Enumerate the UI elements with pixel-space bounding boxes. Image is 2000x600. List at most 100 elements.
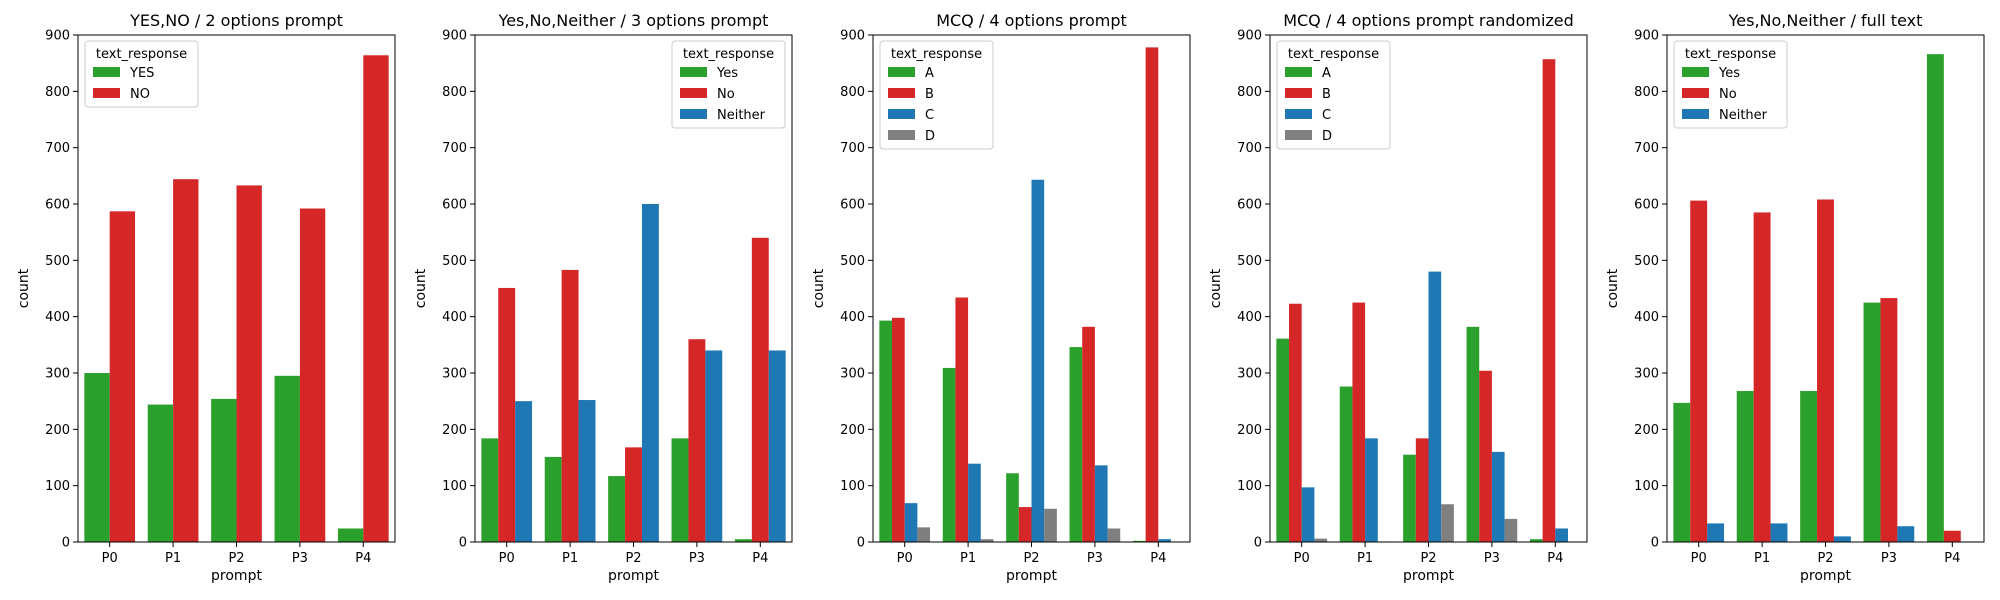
x-tick-label: P2 — [1420, 551, 1436, 566]
bar-C-P4 — [1158, 539, 1171, 542]
y-tick-label: 100 — [840, 479, 865, 494]
y-tick-label: 300 — [442, 367, 467, 382]
y-tick-label: 100 — [1237, 479, 1262, 494]
y-tick-label: 600 — [840, 198, 865, 213]
y-tick-label: 300 — [45, 367, 70, 382]
x-axis-label: prompt — [211, 568, 262, 584]
bar-B-P1 — [1352, 302, 1366, 542]
bar-C-P2 — [1428, 271, 1442, 542]
y-tick-label: 200 — [45, 423, 70, 438]
x-tick-label: P4 — [1150, 551, 1166, 566]
bar-B-P4 — [1145, 47, 1159, 542]
bar-YES-P3 — [274, 375, 300, 542]
y-tick-label: 300 — [1237, 367, 1262, 382]
legend-swatch-Neither — [1682, 109, 1709, 119]
bar-NO-P0 — [109, 211, 136, 542]
x-tick-label: P1 — [1357, 551, 1373, 566]
legend-swatch-Yes — [680, 67, 707, 77]
legend-title: text_response — [1288, 47, 1379, 62]
y-axis-label: count — [1208, 268, 1224, 308]
bar-D-P3 — [1107, 528, 1121, 542]
legend-title: text_response — [683, 47, 774, 62]
legend-title: text_response — [891, 47, 982, 62]
y-tick-label: 600 — [442, 198, 467, 213]
bar-D-P2 — [1441, 504, 1454, 542]
y-tick-label: 200 — [840, 423, 865, 438]
plot-frame — [1666, 34, 1985, 543]
bar-D-P2 — [1044, 508, 1057, 542]
chart-panel-5: Yes,No,Neither / full text 0 100 200 300 400 5… — [1605, 11, 1985, 584]
bar-A-P2 — [1006, 473, 1019, 542]
bar-NO-P4 — [363, 55, 389, 542]
y-axis-label: count — [811, 268, 827, 308]
legend-label-C: C — [1322, 108, 1331, 123]
bar-No-P2 — [1817, 199, 1834, 542]
x-tick-label: P0 — [897, 551, 913, 566]
bar-YES-P4 — [337, 528, 364, 542]
legend: text_response Yes No Neither — [1673, 40, 1788, 129]
bar-Neither-P1 — [1770, 523, 1788, 542]
y-tick-label: 200 — [1634, 423, 1659, 438]
legend-swatch-A — [1285, 67, 1312, 77]
x-tick-label: P3 — [1881, 551, 1897, 566]
y-tick-label: 400 — [45, 310, 70, 325]
x-tick-label: P4 — [355, 551, 371, 566]
bar-YES-P0 — [84, 373, 110, 542]
chart-panel-1: YES,NO / 2 options prompt 0 100 200 300 400 50… — [16, 11, 396, 584]
bar-Neither-P0 — [515, 401, 533, 542]
y-tick-label: 700 — [840, 141, 865, 156]
bar-No-P3 — [688, 339, 706, 542]
bar-Yes-P1 — [1736, 391, 1754, 542]
bar-C-P3 — [1094, 465, 1108, 542]
legend-swatch-D — [1285, 130, 1312, 140]
bar-C-P3 — [1491, 451, 1505, 542]
x-tick-label: P2 — [1817, 551, 1833, 566]
legend-swatch-A — [888, 67, 915, 77]
y-tick-label: 700 — [1634, 141, 1659, 156]
x-tick-label: P0 — [1691, 551, 1707, 566]
legend: text_response YES NO — [84, 40, 199, 108]
legend-box — [1673, 40, 1788, 129]
legend-swatch-C — [1285, 109, 1312, 119]
legend-label-Yes: Yes — [1718, 66, 1740, 81]
legend-label-B: B — [1322, 87, 1331, 102]
plot-frame — [872, 34, 1191, 543]
x-axis-label: prompt — [1403, 568, 1454, 584]
bar-Yes-P2 — [1800, 391, 1818, 542]
bar-No-P4 — [1943, 530, 1961, 542]
y-tick-label: 900 — [442, 29, 467, 44]
legend-swatch-NO — [93, 88, 120, 98]
legend-label-Yes: Yes — [716, 66, 738, 81]
bar-D-P0 — [1314, 538, 1328, 542]
y-tick-label: 800 — [442, 85, 467, 100]
y-tick-label: 0 — [62, 536, 70, 551]
bar-B-P0 — [892, 317, 905, 542]
x-tick-label: P0 — [499, 551, 515, 566]
y-tick-label: 800 — [1237, 85, 1262, 100]
chart-panel-4: MCQ / 4 options prompt randomized 0 100 200… — [1208, 11, 1588, 584]
bar-Yes-P3 — [1863, 302, 1881, 542]
legend-swatch-No — [1682, 88, 1709, 98]
y-tick-label: 0 — [1254, 536, 1262, 551]
y-tick-label: 600 — [1634, 198, 1659, 213]
y-tick-label: 900 — [1237, 29, 1262, 44]
bar-No-P2 — [625, 447, 642, 542]
y-tick-label: 0 — [1651, 536, 1659, 551]
y-tick-label: 400 — [442, 310, 467, 325]
x-axis-label: prompt — [1800, 568, 1851, 584]
bar-A-P0 — [1276, 338, 1290, 542]
x-tick-label: P2 — [625, 551, 641, 566]
y-tick-label: 200 — [442, 423, 467, 438]
plot-frame — [1269, 34, 1588, 543]
x-tick-label: P2 — [228, 551, 244, 566]
bar-C-P1 — [968, 463, 981, 542]
bar-C-P1 — [1365, 438, 1378, 542]
bar-C-P0 — [904, 503, 918, 542]
legend-label-Neither: Neither — [1719, 108, 1768, 123]
bar-No-P1 — [561, 269, 579, 542]
legend-swatch-No — [680, 88, 707, 98]
bar-NO-P2 — [236, 185, 262, 542]
bar-D-P3 — [1504, 518, 1518, 542]
bar-A-P4 — [1132, 540, 1146, 542]
